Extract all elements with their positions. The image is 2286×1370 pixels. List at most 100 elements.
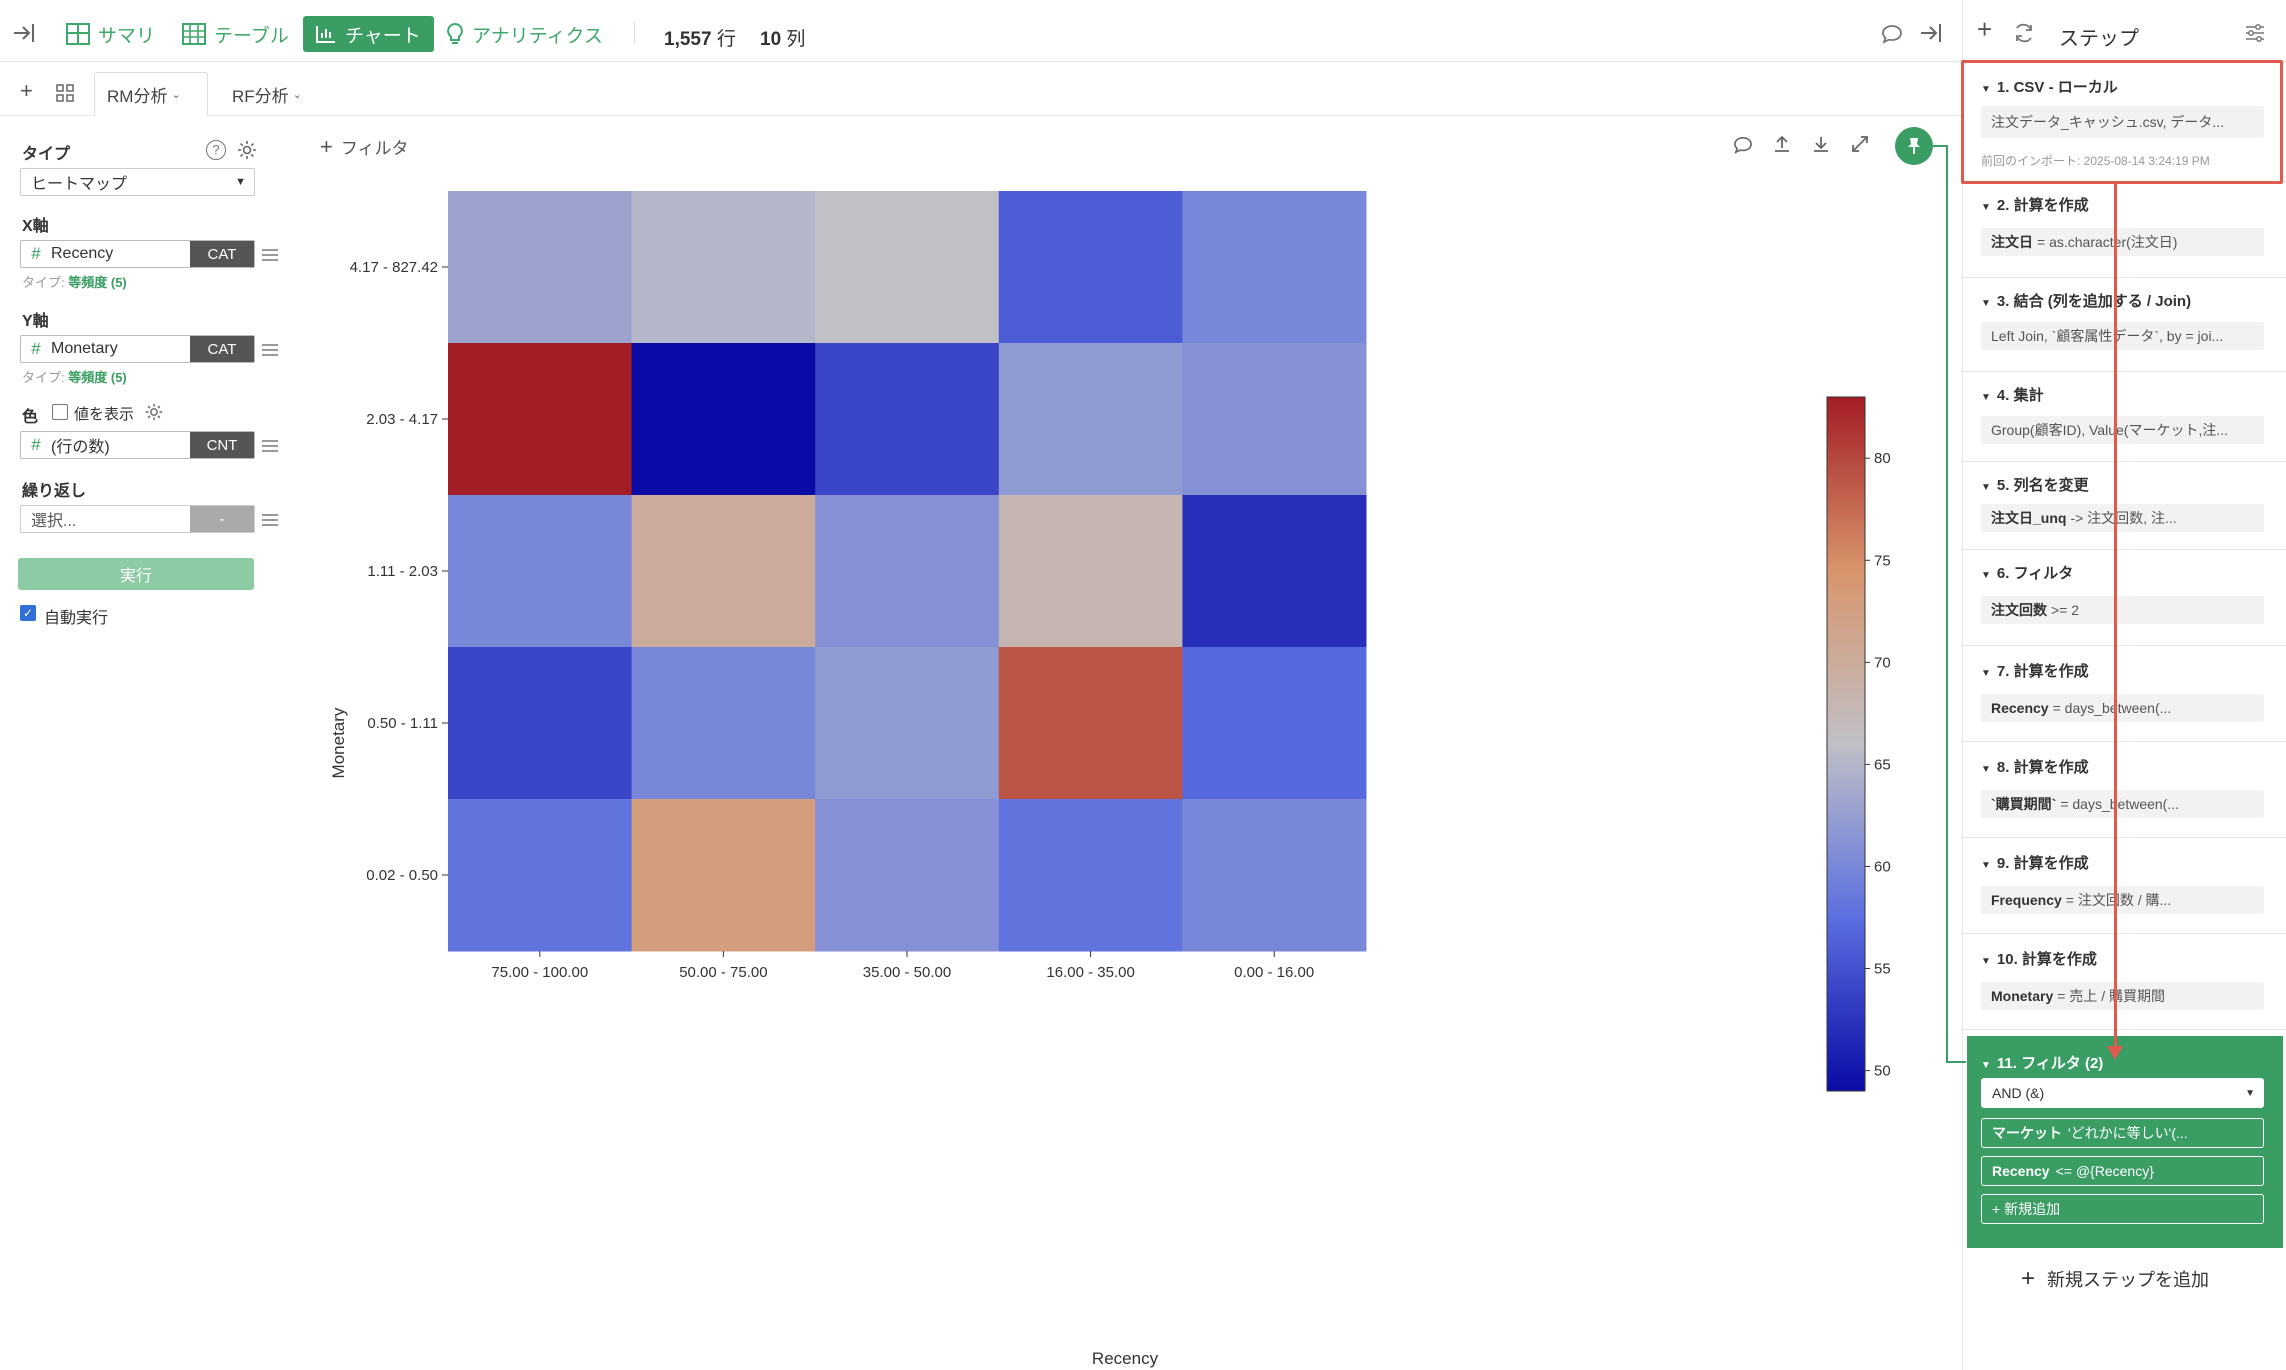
heatmap-cell[interactable] [448,647,633,800]
heatmap-cell[interactable] [998,343,1183,496]
upload-icon[interactable] [1772,134,1792,159]
heatmap-cell[interactable] [631,799,816,952]
pin-button[interactable] [1895,127,1933,165]
chart-comment-icon[interactable] [1733,136,1753,159]
caret-down-icon: ▼ [1981,84,1991,95]
step-11-title-text: 11. フィルタ (2) [1996,1055,2104,1072]
step-6-title: ▼ 6. フィルタ [1981,562,2073,583]
caret-down-icon: ▼ [1981,956,1991,967]
heatmap-cell[interactable] [998,191,1183,344]
comment-icon[interactable] [1881,24,1903,49]
x-axis-type-tag[interactable]: CAT [190,241,254,267]
step-5-title-text: 5. 列名を変更 [1996,477,2089,494]
heatmap-cell[interactable] [815,343,1000,496]
help-icon[interactable]: ? [206,140,226,160]
heatmap-cell[interactable] [1182,495,1367,648]
settings-gear-icon[interactable] [236,139,258,166]
heatmap-cell[interactable] [1182,191,1367,344]
add-condition-button[interactable]: + 新規追加 [1981,1194,2264,1224]
heatmap-cell[interactable] [998,799,1183,952]
refresh-icon[interactable] [2013,22,2035,49]
steps-panel: + ステップ ▼ 1. CSV - ローカル 注文データ_キャッシュ.csv, デ… [1961,0,2286,1370]
step-5[interactable]: ▼ 5. 列名を変更 注文日_unq -> 注文回数, 注... [1963,462,2286,550]
tab-rm-label: RM分析 [107,86,168,106]
repeat-select[interactable]: 選択... - [20,505,255,533]
collapse-left-icon[interactable] [12,22,36,49]
download-icon[interactable] [1811,134,1831,159]
chart-type-select[interactable]: ヒートマップ ▼ [20,168,255,196]
pin-connector-line [1946,145,1948,1063]
grid-view-icon[interactable] [56,84,74,107]
add-step-icon[interactable]: + [1977,14,1993,44]
step-7[interactable]: ▼ 7. 計算を作成 Recency = days_between(... [1963,646,2286,742]
step-3[interactable]: ▼ 3. 結合 (列を追加する / Join) Left Join, `顧客属性デ… [1963,278,2286,372]
y-axis-subtype[interactable]: タイプ: 等頻度 (5) [22,367,127,386]
add-tab-icon[interactable]: + [20,78,33,103]
y-axis-type-tag[interactable]: CAT [190,336,254,362]
step-1-import-time: 前回のインポート: 2025-08-14 3:24:19 PM [1981,154,2210,168]
tab-analytics[interactable]: アナリティクス [446,16,603,52]
x-axis-menu-icon[interactable] [262,249,278,261]
x-axis-column-field[interactable]: # Recency CAT [20,240,255,268]
step-8[interactable]: ▼ 8. 計算を作成 `購買期間` = days_between(... [1963,742,2286,838]
step-4[interactable]: ▼ 4. 集計 Group(顧客ID), Value(マーケット,注... [1963,372,2286,462]
color-column-field[interactable]: # (行の数) CNT [20,431,255,459]
step-1-body-text: 注文データ_キャッシュ.csv, データ... [1991,114,2225,130]
heatmap-cell[interactable] [815,647,1000,800]
colorbar [1826,396,1866,1092]
heatmap-cell[interactable] [448,343,633,496]
add-filter-button[interactable]: + フィルタ [320,134,409,159]
caret-down-icon: ▼ [1981,668,1991,679]
tab-rm-analysis[interactable]: RM分析 ⌄ [94,72,208,116]
tab-table[interactable]: テーブル [182,16,289,52]
heatmap-cell[interactable] [998,495,1183,648]
step-10-title-text: 10. 計算を作成 [1996,951,2097,968]
step-1[interactable]: ▼ 1. CSV - ローカル 注文データ_キャッシュ.csv, データ... 前… [1963,62,2286,182]
step-2[interactable]: ▼ 2. 計算を作成 注文日 = as.character(注文日) [1963,182,2286,278]
heatmap-cell[interactable] [631,191,816,344]
tab-summary[interactable]: サマリ [66,16,155,52]
x-subtype-prefix: タイプ: [22,275,65,290]
step-10[interactable]: ▼ 10. 計算を作成 Monetary = 売上 / 購買期間 [1963,934,2286,1030]
collapse-right-icon[interactable] [1919,22,1943,49]
filter-condition-1[interactable]: マーケット 'どれかに等しい'(... [1981,1118,2264,1148]
step-9[interactable]: ▼ 9. 計算を作成 Frequency = 注文回数 / 購... [1963,838,2286,934]
show-values-checkbox[interactable] [52,404,68,420]
heatmap-cell[interactable] [1182,647,1367,800]
logic-select[interactable]: AND (&) ▼ [1981,1078,2264,1108]
y-subtype-prefix: タイプ: [22,370,65,385]
color-aggregation-tag[interactable]: CNT [190,432,254,458]
tab-chart-label: チャート [345,25,421,47]
heatmap-cell[interactable] [631,495,816,648]
heatmap-cell[interactable] [448,495,633,648]
heatmap-cell[interactable] [1182,343,1367,496]
lightbulb-icon [447,22,463,44]
heatmap-cell[interactable] [998,647,1183,800]
y-axis-menu-icon[interactable] [262,344,278,356]
y-axis-column-field[interactable]: # Monetary CAT [20,335,255,363]
repeat-menu-icon[interactable] [262,514,278,526]
heatmap-cell[interactable] [815,495,1000,648]
step-settings-icon[interactable] [2245,24,2265,47]
step-9-body-bold: Frequency [1991,892,2062,908]
tab-chart[interactable]: チャート [303,16,434,52]
add-new-step-button[interactable]: + 新規ステップを追加 [2021,1266,2209,1292]
color-settings-gear-icon[interactable] [144,402,164,427]
color-menu-icon[interactable] [262,440,278,452]
heatmap-cell[interactable] [815,191,1000,344]
expand-icon[interactable] [1850,134,1870,159]
step-6[interactable]: ▼ 6. フィルタ 注文回数 >= 2 [1963,550,2286,646]
caret-down-icon: ▼ [1981,392,1991,403]
heatmap-cell[interactable] [631,647,816,800]
x-axis-subtype[interactable]: タイプ: 等頻度 (5) [22,272,127,291]
heatmap-cell[interactable] [631,343,816,496]
filter-condition-2[interactable]: Recency <= @{Recency} [1981,1156,2264,1186]
step-11-active[interactable]: ▼ 11. フィルタ (2) AND (&) ▼ マーケット 'どれかに等しい'(.… [1967,1036,2283,1248]
auto-run-checkbox[interactable]: ✓ [20,605,36,621]
heatmap-cell[interactable] [1182,799,1367,952]
tab-rf-analysis[interactable]: RF分析 ⌄ [220,72,330,116]
run-button[interactable]: 実行 [18,558,254,590]
heatmap-cell[interactable] [448,799,633,952]
heatmap-cell[interactable] [448,191,633,344]
heatmap-cell[interactable] [815,799,1000,952]
